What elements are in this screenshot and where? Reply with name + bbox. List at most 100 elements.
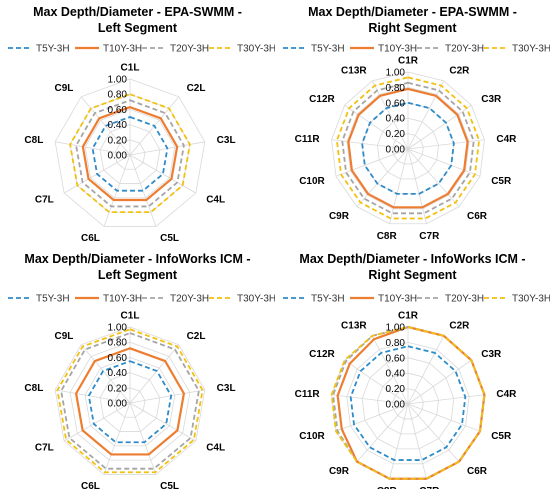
tick-label: 0.80 xyxy=(108,338,128,349)
legend-entry: T10Y-3H xyxy=(378,44,417,55)
series-line xyxy=(75,347,185,456)
grid-ring xyxy=(99,124,161,184)
tick-label: 1.00 xyxy=(108,323,128,334)
category-label: C11R xyxy=(295,389,321,400)
grid-spoke xyxy=(80,344,131,404)
category-label: C7L xyxy=(35,443,54,454)
grid-ring xyxy=(84,356,176,447)
category-label: C10R xyxy=(299,176,325,187)
grid-spoke xyxy=(103,402,131,475)
category-label: C1L xyxy=(121,63,140,74)
category-label: C12R xyxy=(309,349,335,360)
grid-ring xyxy=(84,108,176,199)
chart-title: Max Depth/Diameter - EPA-SWMM - Left Seg… xyxy=(0,4,275,36)
radar-grid xyxy=(54,326,206,475)
tick-label: 0.60 xyxy=(108,105,128,116)
tick-label: 0.40 xyxy=(108,120,128,131)
radar-chart-svg: T5Y-3H T10Y-3H T20Y-3H T30Y-3H 0.00 0.20 0.40 0… xyxy=(8,294,275,489)
chart-title-line2: Right Segment xyxy=(368,21,457,35)
category-label: C2L xyxy=(187,331,206,342)
tick-label: 0.60 xyxy=(108,353,128,364)
chart-title: Max Depth/Diameter - EPA-SWMM - Right Se… xyxy=(275,4,550,36)
chart-title: Max Depth/Diameter - InfoWorks ICM - Rig… xyxy=(275,251,550,283)
grid-spoke xyxy=(331,139,409,150)
grid-spoke xyxy=(407,148,481,177)
tick-label: 0.00 xyxy=(386,400,406,411)
chart-title-line2: Left Segment xyxy=(97,21,178,35)
grid-ring xyxy=(69,341,191,461)
category-label: C8L xyxy=(24,383,43,394)
category-label: C6L xyxy=(81,481,100,489)
category-label: C3R xyxy=(481,349,502,360)
series-line xyxy=(336,76,480,220)
category-label: C13R xyxy=(341,321,367,332)
grid-ring xyxy=(114,387,146,418)
category-label: C7R xyxy=(419,231,440,242)
tick-label: 0.80 xyxy=(386,83,406,94)
tick-label: 0.40 xyxy=(386,114,406,125)
chart-title-line2: Right Segment xyxy=(368,268,457,282)
grid-spoke xyxy=(55,389,131,404)
grid-spoke xyxy=(407,104,472,150)
radar-chart-epa-swmm-left: Max Depth/Diameter - EPA-SWMM - Left Seg… xyxy=(0,0,275,244)
radar-chart-infoworks-right: Max Depth/Diameter - InfoWorks ICM - Rig… xyxy=(275,245,550,489)
legend-entry: T10Y-3H xyxy=(378,294,417,305)
category-label: C3L xyxy=(217,135,236,146)
grid-spoke xyxy=(407,148,427,224)
category-label: C8L xyxy=(24,135,43,146)
grid-spoke xyxy=(129,154,157,227)
grid-ring xyxy=(392,133,424,165)
grid-spoke xyxy=(344,104,409,150)
category-label: C8R xyxy=(377,486,398,489)
radar-chart-epa-swmm-right: Max Depth/Diameter - EPA-SWMM - Right Se… xyxy=(275,0,550,244)
grid-spoke xyxy=(407,139,485,150)
tick-label: 0.20 xyxy=(386,384,406,395)
category-label: C4R xyxy=(496,134,517,145)
grid-ring xyxy=(331,71,485,225)
series-line xyxy=(81,106,179,202)
radar-chart-svg: T5Y-3H T10Y-3H T20Y-3H T30Y-3H 0.00 0.20 0.40 0… xyxy=(283,294,550,489)
chart-title-line1: Max Depth/Diameter - EPA-SWMM - xyxy=(308,5,517,19)
category-label: C6R xyxy=(467,211,488,222)
grid-spoke xyxy=(356,403,409,462)
grid-spoke xyxy=(371,80,409,150)
radar-chart-infoworks-left: Max Depth/Diameter - InfoWorks ICM - Lef… xyxy=(0,245,275,489)
tick-label: 0.80 xyxy=(386,338,406,349)
category-label: C11R xyxy=(295,134,321,145)
grid-spoke xyxy=(407,335,445,405)
category-label: C9R xyxy=(329,466,350,477)
category-label: C4L xyxy=(206,443,225,454)
category-label: C3R xyxy=(481,94,502,105)
grid-ring xyxy=(54,78,206,227)
category-label: C6R xyxy=(467,466,488,477)
series-line xyxy=(56,328,204,474)
legend-entry: T5Y-3H xyxy=(36,44,70,55)
tick-label: 0.40 xyxy=(108,368,128,379)
grid-spoke xyxy=(344,359,409,405)
grid-ring xyxy=(346,341,470,465)
category-label: C9L xyxy=(55,331,74,342)
radar-grid xyxy=(331,326,485,480)
legend-entry: T5Y-3H xyxy=(311,294,345,305)
legend-entry: T10Y-3H xyxy=(103,294,142,305)
legend-entry: T10Y-3H xyxy=(103,44,142,55)
category-label: C2R xyxy=(449,321,470,332)
chart-title-line1: Max Depth/Diameter - InfoWorks ICM - xyxy=(24,252,251,266)
tick-label: 0.60 xyxy=(386,353,406,364)
series-line xyxy=(87,360,173,444)
legend-entry: T30Y-3H xyxy=(237,294,275,305)
category-label: C13R xyxy=(341,66,367,77)
grid-spoke xyxy=(63,402,131,442)
category-label: C4L xyxy=(206,195,225,206)
grid-spoke xyxy=(407,394,485,405)
grid-spoke xyxy=(389,148,409,224)
tick-label: 0.00 xyxy=(386,145,406,156)
grid-spoke xyxy=(407,403,460,462)
grid-spoke xyxy=(407,403,427,479)
series-line xyxy=(336,325,486,480)
category-label: C7L xyxy=(35,195,54,206)
tick-label: 1.00 xyxy=(386,68,406,79)
grid-ring xyxy=(54,326,206,475)
category-label: C6L xyxy=(81,233,100,244)
category-label: C5L xyxy=(160,481,179,489)
